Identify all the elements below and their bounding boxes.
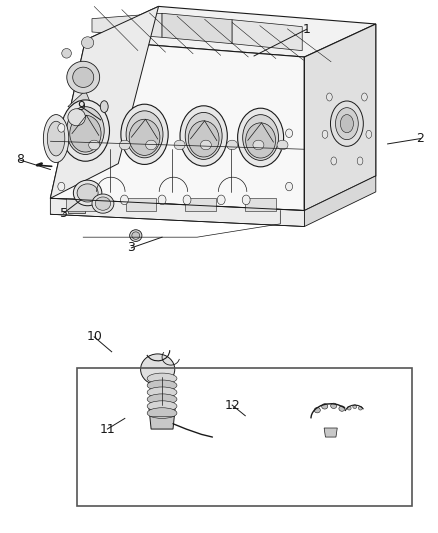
Text: 10: 10 bbox=[86, 330, 102, 343]
Ellipse shape bbox=[358, 406, 362, 410]
Polygon shape bbox=[126, 198, 156, 211]
Text: 9: 9 bbox=[77, 100, 85, 113]
Ellipse shape bbox=[183, 195, 191, 205]
Ellipse shape bbox=[180, 106, 227, 166]
Ellipse shape bbox=[339, 406, 345, 411]
Polygon shape bbox=[68, 91, 96, 117]
Ellipse shape bbox=[243, 115, 279, 160]
Text: 3: 3 bbox=[127, 241, 135, 254]
Ellipse shape bbox=[62, 49, 71, 58]
Ellipse shape bbox=[126, 111, 163, 158]
Text: 5: 5 bbox=[60, 207, 67, 220]
Ellipse shape bbox=[321, 403, 328, 409]
Ellipse shape bbox=[286, 129, 293, 138]
Ellipse shape bbox=[132, 232, 140, 239]
Text: 11: 11 bbox=[99, 423, 115, 435]
Ellipse shape bbox=[362, 93, 367, 101]
Bar bbox=[77, 368, 412, 506]
Ellipse shape bbox=[47, 122, 65, 156]
Ellipse shape bbox=[141, 354, 175, 385]
Polygon shape bbox=[324, 428, 337, 437]
Ellipse shape bbox=[347, 406, 351, 410]
Ellipse shape bbox=[119, 140, 130, 150]
Ellipse shape bbox=[246, 123, 276, 158]
Ellipse shape bbox=[253, 140, 264, 150]
Text: 2: 2 bbox=[417, 132, 424, 145]
Polygon shape bbox=[70, 112, 92, 136]
Ellipse shape bbox=[61, 100, 110, 161]
Ellipse shape bbox=[237, 108, 284, 167]
Ellipse shape bbox=[147, 401, 177, 411]
Polygon shape bbox=[245, 198, 276, 211]
Ellipse shape bbox=[147, 380, 177, 391]
Ellipse shape bbox=[286, 182, 293, 191]
Ellipse shape bbox=[147, 387, 177, 398]
Polygon shape bbox=[185, 198, 216, 211]
Polygon shape bbox=[50, 6, 159, 198]
Text: 12: 12 bbox=[224, 399, 240, 411]
Ellipse shape bbox=[67, 61, 99, 93]
Ellipse shape bbox=[147, 408, 177, 418]
Ellipse shape bbox=[121, 104, 168, 164]
Polygon shape bbox=[50, 198, 304, 227]
Ellipse shape bbox=[129, 119, 160, 156]
Polygon shape bbox=[304, 24, 376, 211]
Ellipse shape bbox=[68, 109, 85, 126]
Polygon shape bbox=[50, 40, 304, 211]
Ellipse shape bbox=[58, 182, 65, 191]
Ellipse shape bbox=[70, 115, 101, 152]
Ellipse shape bbox=[366, 130, 371, 138]
Ellipse shape bbox=[357, 157, 363, 165]
Ellipse shape bbox=[174, 140, 185, 150]
Ellipse shape bbox=[188, 121, 219, 157]
Ellipse shape bbox=[331, 157, 337, 165]
Ellipse shape bbox=[73, 67, 94, 87]
Ellipse shape bbox=[336, 108, 358, 140]
Polygon shape bbox=[304, 176, 376, 227]
Ellipse shape bbox=[67, 107, 104, 155]
Polygon shape bbox=[68, 200, 85, 213]
Polygon shape bbox=[149, 408, 175, 429]
Ellipse shape bbox=[88, 140, 99, 150]
Ellipse shape bbox=[100, 101, 108, 112]
Ellipse shape bbox=[130, 230, 142, 241]
Ellipse shape bbox=[242, 195, 250, 205]
Polygon shape bbox=[162, 13, 232, 44]
Ellipse shape bbox=[322, 130, 328, 138]
Ellipse shape bbox=[326, 93, 332, 101]
Ellipse shape bbox=[314, 408, 320, 413]
Ellipse shape bbox=[217, 195, 225, 205]
Ellipse shape bbox=[147, 394, 177, 405]
Ellipse shape bbox=[340, 115, 353, 133]
Text: 1: 1 bbox=[303, 23, 311, 36]
Polygon shape bbox=[85, 6, 376, 57]
Ellipse shape bbox=[74, 180, 102, 206]
Ellipse shape bbox=[353, 405, 357, 408]
Ellipse shape bbox=[120, 195, 128, 205]
Polygon shape bbox=[232, 20, 302, 51]
Ellipse shape bbox=[81, 37, 94, 49]
Ellipse shape bbox=[227, 140, 237, 150]
Ellipse shape bbox=[43, 115, 69, 163]
Ellipse shape bbox=[92, 194, 114, 213]
Ellipse shape bbox=[330, 101, 364, 147]
Ellipse shape bbox=[331, 403, 337, 408]
Ellipse shape bbox=[185, 112, 222, 159]
Ellipse shape bbox=[200, 140, 211, 150]
Polygon shape bbox=[66, 198, 96, 211]
Ellipse shape bbox=[145, 140, 156, 150]
Ellipse shape bbox=[95, 197, 110, 211]
Text: 8: 8 bbox=[16, 154, 24, 166]
Ellipse shape bbox=[95, 195, 103, 205]
Ellipse shape bbox=[277, 140, 288, 150]
Polygon shape bbox=[92, 13, 162, 37]
Ellipse shape bbox=[58, 124, 65, 132]
Ellipse shape bbox=[147, 373, 177, 384]
Ellipse shape bbox=[158, 195, 166, 205]
Ellipse shape bbox=[77, 184, 98, 202]
